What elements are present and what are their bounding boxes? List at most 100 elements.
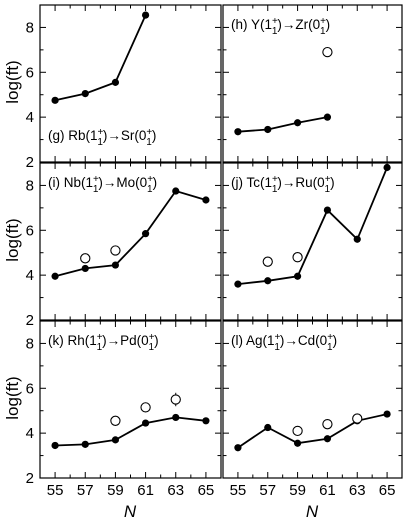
label-sup: + (272, 174, 278, 185)
label-sub: 1 (146, 137, 152, 148)
panel-6: 55 57 59 61 63 65(l) Ag(1+ 1)→Cd(0+ 1) (222, 320, 403, 499)
x-tick-label: 65 (198, 482, 215, 499)
label-sup: + (97, 332, 103, 343)
label-sub: 1 (272, 184, 278, 195)
x-tick-label: 57 (77, 482, 94, 499)
x-tick-label: 65 (379, 482, 396, 499)
label-sup: + (327, 332, 333, 343)
y-tick-label: 4 (26, 267, 34, 284)
label-sub: 1 (149, 342, 155, 353)
data-point-filled (141, 11, 150, 19)
series-open (322, 46, 333, 58)
x-tick-label: 59 (107, 482, 124, 499)
series-line (54, 14, 147, 102)
x-axis-title-left: N (124, 502, 137, 521)
y-tick-label: 6 (26, 64, 34, 81)
label-sup: + (320, 16, 326, 27)
series-open (110, 392, 181, 426)
data-point-open (170, 394, 181, 405)
y-tick-label: 4 (26, 109, 34, 126)
axis-titles: log(ft) log(ft) log(ft) N N (3, 60, 319, 521)
x-tick-label: 61 (319, 482, 336, 499)
label-text: )→Mo(0 (98, 175, 147, 190)
label-text: ) (153, 175, 158, 190)
data-point-filled (111, 436, 120, 444)
data-point-filled (234, 280, 242, 288)
data-point-open (322, 46, 333, 58)
panel-label: (h) Y(1+ 1)→Zr(0+ 1) (231, 16, 330, 37)
data-point-filled (383, 163, 391, 172)
data-point-filled (234, 128, 242, 136)
label-sub: 1 (320, 26, 326, 37)
label-text: (k) Rh(1 (48, 333, 97, 348)
y-tick-label: 8 (26, 335, 34, 352)
data-point-filled (81, 264, 89, 273)
data-point-filled (51, 441, 59, 450)
panel-label: (j) Tc(1+ 1)→Ru(0+ 1) (231, 174, 335, 195)
data-point-open (262, 256, 273, 267)
label-text: )→Sr(0 (103, 128, 147, 143)
label-text: )→Zr(0 (277, 17, 320, 32)
label-text: )→Cd(0 (280, 333, 327, 348)
data-point-filled (141, 419, 150, 427)
data-point-filled (141, 230, 150, 238)
label-sub: 1 (97, 342, 103, 353)
data-point-filled (383, 410, 391, 418)
series-line (55, 416, 207, 447)
y-tick-label: 2 (26, 154, 34, 171)
series-line (237, 167, 388, 285)
label-sub: 1 (274, 342, 280, 353)
label-text: )→Pd(0 (102, 333, 149, 348)
data-point-filled (323, 113, 332, 121)
data-point-filled (202, 417, 210, 425)
series-line (237, 116, 328, 133)
data-point-filled (111, 78, 120, 86)
y-axis-title-middle: log(ft) (3, 218, 22, 261)
label-sup: + (147, 174, 153, 185)
label-sup: + (98, 127, 104, 138)
label-text: (g) Rb(1 (48, 128, 98, 143)
panel-label: (i) Nb(1+ 1)→Mo(0+ 1) (48, 174, 157, 195)
data-point-filled (293, 272, 302, 280)
data-point-filled (264, 125, 272, 134)
panel-2: (h) Y(1+ 1)→Zr(0+ 1) (222, 4, 403, 163)
y-tick-label: 6 (26, 222, 34, 239)
data-point-filled (51, 272, 59, 280)
x-tick-label: 57 (259, 482, 276, 499)
label-text: (l) Ag(1 (231, 333, 275, 348)
panel-label: (k) Rh(1+ 1)→Pd(0+ 1) (48, 332, 159, 353)
data-point-filled (323, 435, 332, 443)
label-text: ) (154, 333, 159, 348)
y-axis-title-top: log(ft) (3, 60, 22, 103)
series-open (262, 252, 303, 267)
data-point-filled (234, 444, 242, 452)
series-open (292, 413, 363, 437)
panel-label: (l) Ag(1+ 1)→Cd(0+ 1) (231, 332, 337, 353)
series-calc-filled (51, 11, 150, 104)
y-tick-label: 2 (26, 470, 34, 487)
data-point-filled (264, 277, 272, 285)
label-text: (h) Y(1 (231, 17, 272, 32)
data-point-open (110, 245, 121, 256)
series-calc-filled (234, 163, 391, 288)
data-point-filled (293, 119, 302, 127)
label-sup: + (93, 174, 99, 185)
label-text: )→Ru(0 (277, 175, 324, 190)
series-open (80, 245, 121, 264)
x-tick-label: 63 (349, 482, 366, 499)
data-point-filled (172, 413, 180, 422)
label-sub: 1 (272, 26, 278, 37)
label-sub: 1 (93, 184, 99, 195)
x-tick-label: 63 (167, 482, 184, 499)
data-point-filled (293, 439, 302, 447)
data-point-filled (172, 187, 180, 195)
label-sub: 1 (325, 184, 331, 195)
label-sup: + (146, 127, 152, 138)
series-line (237, 413, 388, 449)
series-calc-filled (51, 413, 210, 450)
data-point-filled (264, 423, 272, 432)
label-text: (j) Tc(1 (231, 175, 272, 190)
